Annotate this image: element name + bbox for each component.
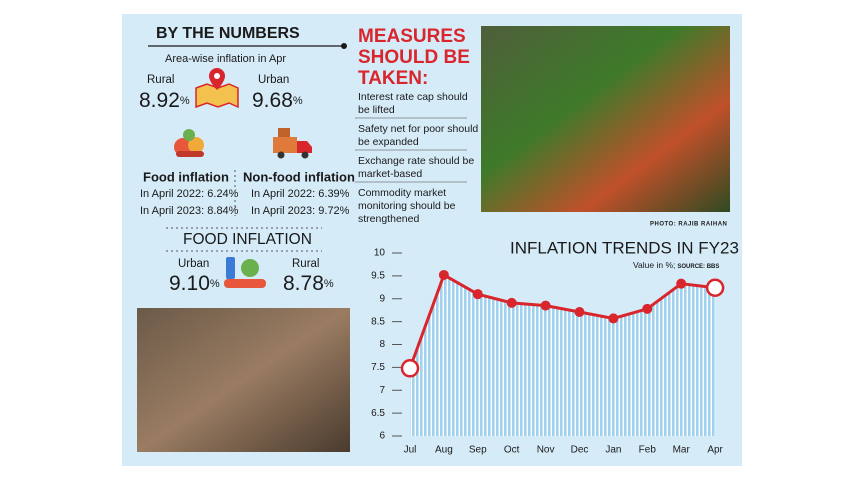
text: In April 2023: 8.84% — [140, 205, 239, 217]
heading: Food inflation — [143, 169, 229, 184]
y-tick-label: 7.5 — [371, 362, 385, 373]
x-tick-label: Sep — [469, 445, 487, 456]
point — [506, 297, 517, 308]
chart-title: INFLATION TRENDS IN FY23 — [510, 238, 739, 257]
measure-item: Commodity market — [358, 187, 446, 199]
value-unit: % — [293, 95, 303, 107]
y-tick-label: 8 — [379, 339, 385, 350]
heading: Non-food inflation — [243, 169, 355, 184]
map-icon — [195, 68, 239, 109]
value-number: 8.92 — [139, 89, 180, 112]
heading: FOOD INFLATION — [183, 231, 312, 248]
food-icon — [174, 129, 204, 157]
label: Urban — [178, 258, 209, 270]
source: SOURCE: BBS — [677, 264, 719, 270]
measure-item: monitoring should be — [358, 200, 456, 212]
photo-credit: PHOTO: RAJIB RAIHAN — [650, 222, 727, 228]
measures-title: MEASURES — [358, 26, 466, 47]
y-tick-label: 6.5 — [371, 408, 385, 419]
value-unit: % — [324, 278, 334, 290]
label: Rural — [292, 258, 319, 270]
y-tick-label: 8.5 — [371, 316, 385, 327]
point — [676, 278, 687, 289]
value-number: 9.10 — [169, 272, 210, 295]
point — [540, 300, 551, 311]
y-tick-label: 9.5 — [371, 271, 385, 282]
value-number: 8.78 — [283, 272, 324, 295]
x-tick-label: Aug — [435, 445, 453, 456]
point — [608, 313, 619, 324]
value-unit: % — [180, 95, 190, 107]
photo — [137, 308, 350, 452]
value: 8.92% — [139, 89, 190, 112]
measure-item: be expanded — [358, 136, 419, 148]
x-tick-label: Jan — [605, 445, 621, 456]
x-tick-label: Oct — [504, 445, 520, 456]
x-tick-label: Jul — [404, 445, 417, 456]
point — [642, 303, 653, 314]
measure-item: Interest rate cap should — [358, 91, 468, 103]
measures-title: TAKEN: — [358, 68, 428, 89]
point — [574, 307, 585, 318]
measure-item: Safety net for poor should — [358, 123, 478, 135]
measure-item: be lifted — [358, 104, 395, 116]
line-chart: INFLATION TRENDS IN FY23 Value in %; SOUR… — [371, 238, 739, 455]
text: In April 2022: 6.39% — [251, 188, 350, 200]
subtitle: Value in %; — [633, 260, 675, 270]
chart-subtitle: Value in %; SOURCE: BBS — [633, 260, 719, 270]
divider-dot — [341, 43, 347, 49]
area — [410, 274, 716, 436]
point — [438, 269, 449, 280]
measure-item: Exchange rate should be — [358, 155, 474, 167]
truck-icon — [273, 128, 312, 159]
value: 8.78% — [283, 272, 334, 295]
value-unit: % — [210, 278, 220, 290]
point — [472, 289, 483, 300]
y-tick-label: 10 — [374, 248, 386, 259]
text: In April 2023: 9.72% — [251, 205, 350, 217]
photo — [481, 26, 730, 212]
x-tick-label: Mar — [673, 445, 691, 456]
measures-title: SHOULD BE — [358, 47, 470, 68]
line — [408, 272, 716, 369]
subtitle: Area-wise inflation in Apr — [165, 53, 286, 65]
y-tick-label: 7 — [379, 385, 385, 396]
x-tick-label: Dec — [571, 445, 589, 456]
label: Urban — [258, 74, 289, 86]
measure-item: strengthened — [358, 213, 419, 225]
x-tick-label: Apr — [707, 445, 723, 456]
section-title: BY THE NUMBERS — [156, 25, 300, 42]
value-number: 9.68 — [252, 89, 293, 112]
point — [400, 359, 420, 378]
value: 9.10% — [169, 272, 220, 295]
y-tick-label: 9 — [379, 293, 385, 304]
grocery-icon — [224, 257, 266, 288]
x-tick-label: Feb — [639, 445, 657, 456]
point — [705, 278, 725, 298]
value: 9.68% — [252, 89, 303, 112]
label: Rural — [147, 74, 174, 86]
measure-item: market-based — [358, 168, 422, 180]
y-tick-label: 6 — [379, 431, 385, 442]
text: In April 2022: 6.24% — [140, 188, 239, 200]
x-tick-label: Nov — [537, 445, 555, 456]
